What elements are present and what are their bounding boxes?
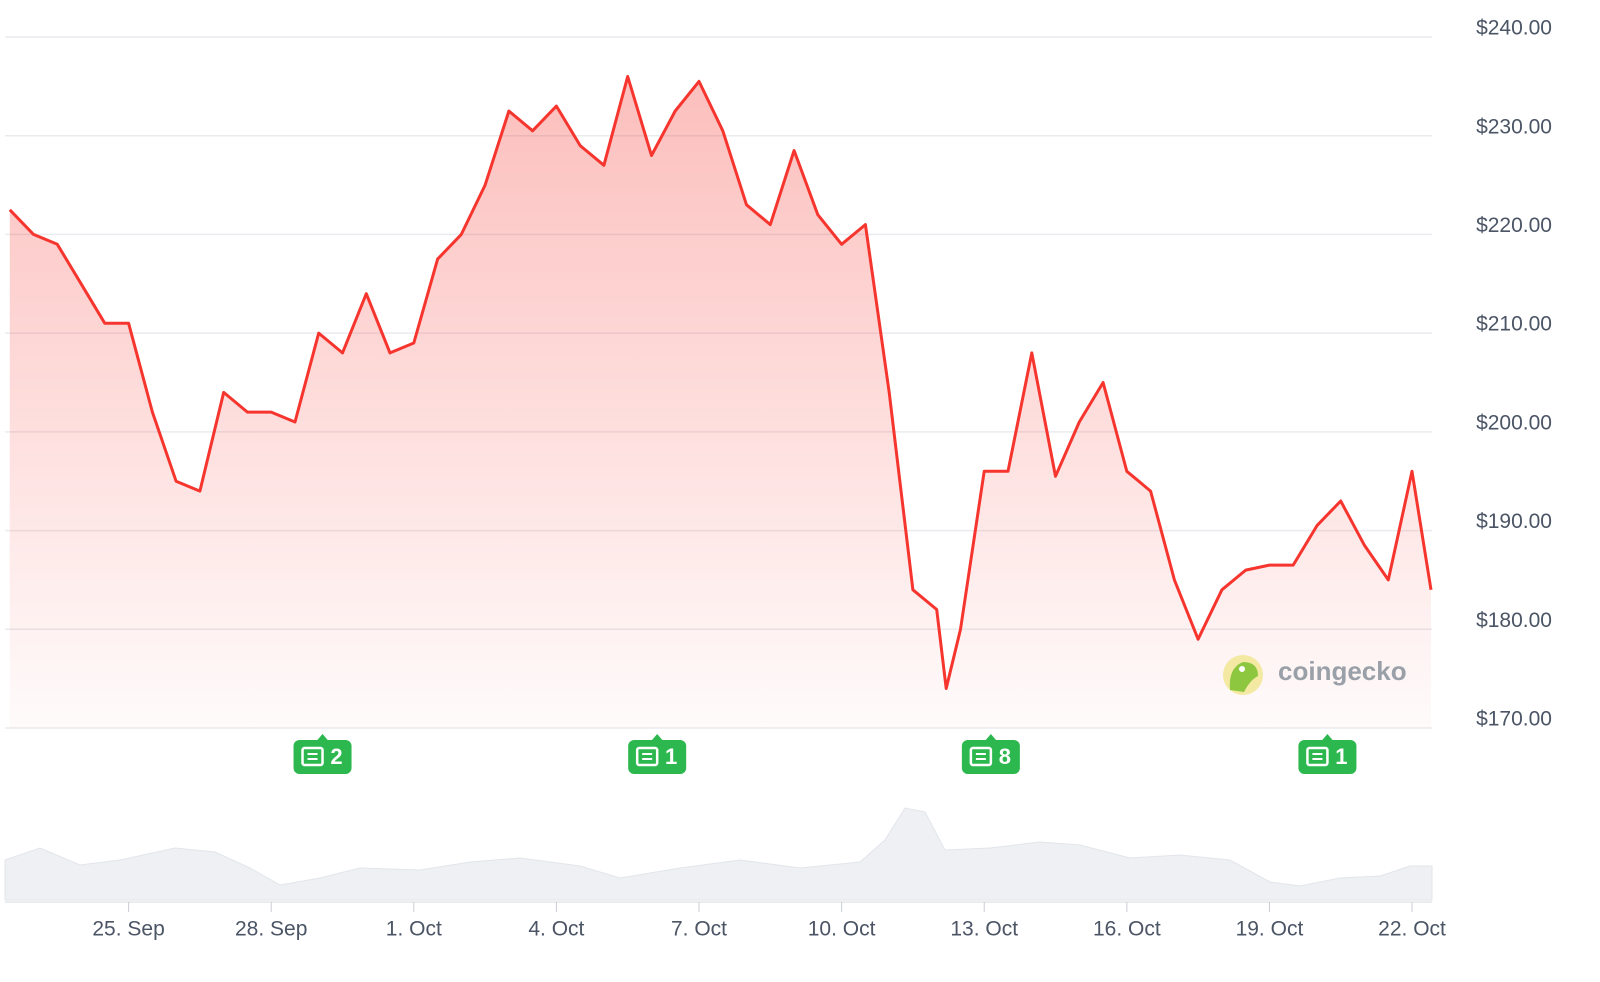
news-badge: 1 bbox=[628, 734, 687, 774]
x-tick-label: 22. Oct bbox=[1378, 918, 1446, 941]
badge-icon bbox=[635, 746, 659, 767]
badge-pointer bbox=[1321, 734, 1334, 741]
news-badge: 2 bbox=[293, 734, 352, 774]
x-tick-label: 25. Sep bbox=[92, 918, 164, 941]
news-badge: 1 bbox=[1298, 734, 1357, 774]
y-tick-label: $190.00 bbox=[1476, 510, 1552, 533]
badge-icon bbox=[301, 746, 324, 767]
badge-count: 1 bbox=[1335, 744, 1347, 769]
y-tick-label: $220.00 bbox=[1476, 214, 1552, 237]
y-tick-label: $200.00 bbox=[1476, 411, 1552, 434]
badge-count: 1 bbox=[665, 744, 677, 769]
x-tick-label: 4. Oct bbox=[528, 918, 584, 941]
x-tick-label: 1. Oct bbox=[386, 918, 442, 941]
y-tick-label: $210.00 bbox=[1476, 313, 1552, 336]
price-area bbox=[9, 76, 1432, 728]
x-tick-label: 16. Oct bbox=[1093, 918, 1161, 941]
badge-icon bbox=[969, 746, 993, 767]
volume-area bbox=[4, 807, 1433, 901]
badge-pointer bbox=[651, 734, 664, 741]
badge-count: 2 bbox=[330, 744, 342, 769]
x-tick-label: 19. Oct bbox=[1236, 918, 1304, 941]
x-tick-label: 7. Oct bbox=[671, 918, 727, 941]
y-tick-label: $170.00 bbox=[1476, 708, 1552, 731]
x-tick-label: 13. Oct bbox=[950, 918, 1018, 941]
y-tick-label: $230.00 bbox=[1476, 115, 1552, 138]
watermark-text: coingecko bbox=[1278, 656, 1407, 686]
news-badge: 8 bbox=[961, 734, 1020, 774]
badge-pointer bbox=[984, 734, 997, 741]
badge-pointer bbox=[316, 734, 329, 741]
watermark: coingecko bbox=[1223, 655, 1407, 695]
badge-icon bbox=[1306, 746, 1329, 767]
x-tick-label: 10. Oct bbox=[808, 918, 876, 941]
y-tick-label: $240.00 bbox=[1476, 17, 1552, 40]
y-tick-label: $180.00 bbox=[1476, 609, 1552, 632]
badge-count: 8 bbox=[999, 744, 1011, 769]
x-tick-label: 28. Sep bbox=[235, 918, 307, 941]
price-line bbox=[8, 75, 1433, 690]
